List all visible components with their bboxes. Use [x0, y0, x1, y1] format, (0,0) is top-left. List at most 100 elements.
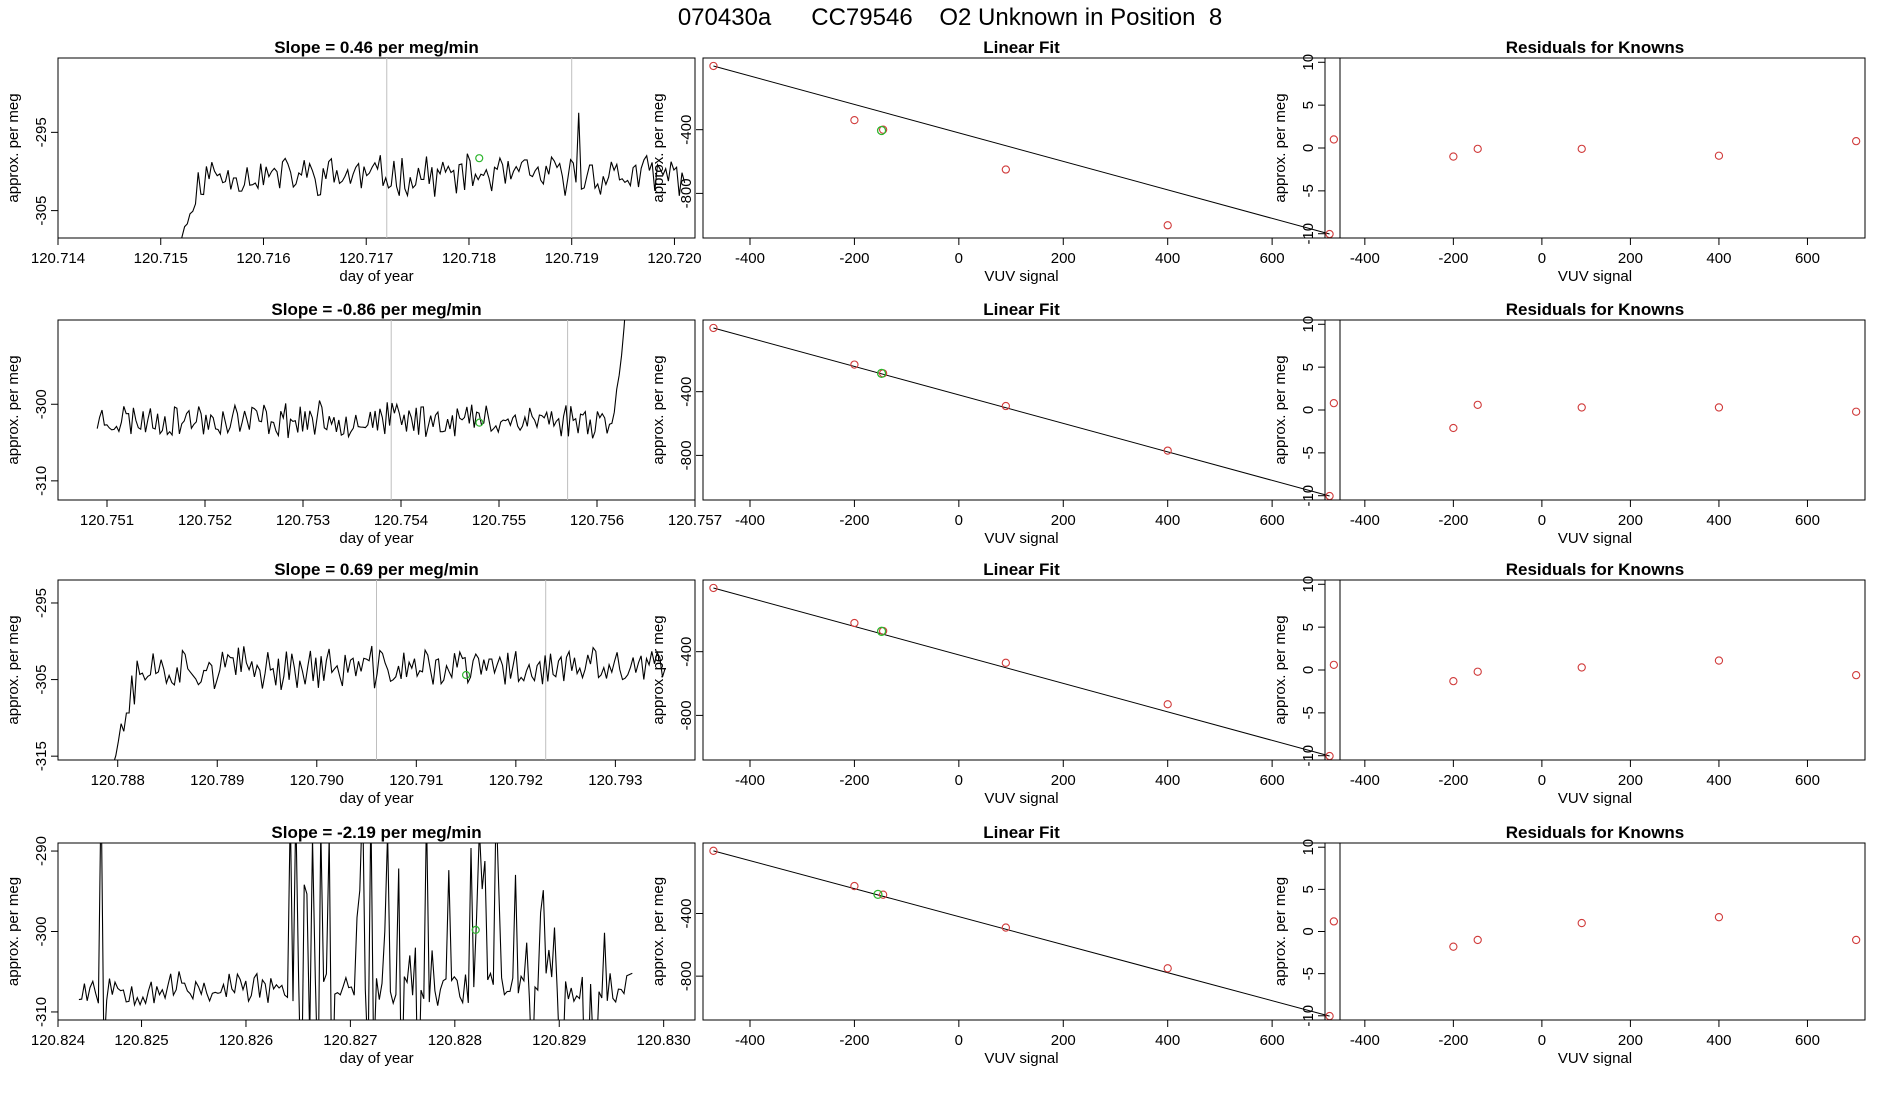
plot-area — [96, 320, 626, 500]
x-axis-label: day of year — [339, 530, 413, 547]
x-tick-label: 120.791 — [389, 772, 443, 789]
x-tick-label: 120.752 — [178, 512, 232, 529]
y-tick-label: -295 — [33, 588, 50, 618]
x-axis-label: VUV signal — [984, 530, 1058, 547]
residual-point — [1851, 935, 1861, 945]
panel-title: Slope = -0.86 per meg/min — [271, 300, 481, 319]
x-tick-label: -200 — [839, 512, 869, 529]
unknown-marker — [475, 154, 484, 163]
y-axis-label: approx. per meg — [5, 355, 22, 464]
plot-frame — [1324, 57, 1866, 239]
x-tick-label: 120.789 — [190, 772, 244, 789]
x-tick-label: 120.757 — [668, 512, 722, 529]
x-axis-label: VUV signal — [1558, 530, 1632, 547]
y-axis-label: approx. per meg — [650, 355, 667, 464]
panel-title: Slope = -2.19 per meg/min — [271, 823, 481, 842]
x-tick-label: -400 — [735, 250, 765, 267]
x-tick-label: -400 — [1350, 250, 1380, 267]
plot-frame — [57, 319, 696, 501]
x-tick-label: 120.717 — [339, 250, 393, 267]
x-tick-label: -200 — [1438, 772, 1468, 789]
x-tick-label: 0 — [1538, 512, 1546, 529]
known-point — [709, 61, 718, 71]
x-tick-label: 0 — [955, 512, 963, 529]
x-tick-label: 120.754 — [374, 512, 428, 529]
y-tick-label: -400 — [678, 637, 695, 667]
x-tick-label: 120.720 — [647, 250, 701, 267]
unknown-marker — [475, 418, 484, 427]
series-line — [96, 320, 626, 439]
x-axis-label: VUV signal — [1558, 268, 1632, 285]
panel-title: Residuals for Knowns — [1506, 823, 1685, 842]
y-tick-label: -800 — [678, 440, 695, 470]
known-point — [1163, 221, 1172, 230]
residual-point — [1449, 676, 1458, 686]
panel-title: Slope = 0.46 per meg/min — [274, 38, 479, 57]
y-tick-label: 10 — [1300, 576, 1317, 593]
panel-3-1: Slope = 0.69 per meg/min 120.788 120.789 12… — [5, 560, 696, 807]
panel-1-3: Residuals for Knowns -400 -200 0 200 400 600 VU… — [1272, 38, 1866, 285]
x-tick-label: 120.830 — [637, 1032, 691, 1049]
x-tick-label: 120.756 — [570, 512, 624, 529]
known-point — [709, 583, 718, 593]
x-tick-label: -200 — [1438, 512, 1468, 529]
y-tick-label: -295 — [33, 117, 50, 147]
x-axis-label: VUV signal — [984, 1050, 1058, 1067]
plot-frame — [1324, 579, 1866, 761]
panel-1-2: Linear Fit -400 -200 0 200 400 600 VUV signal -4… — [650, 38, 1341, 285]
residual-point — [1329, 135, 1339, 144]
residual-point — [1714, 151, 1724, 160]
x-tick-label: 120.788 — [91, 772, 145, 789]
panel-3-2: Linear Fit -400 -200 0 200 400 600 VUV signal -4… — [650, 560, 1341, 807]
x-tick-label: -400 — [1350, 512, 1380, 529]
x-tick-label: 200 — [1618, 250, 1643, 267]
x-tick-label: 120.715 — [134, 250, 188, 267]
x-tick-label: 120.716 — [236, 250, 290, 267]
x-tick-label: 600 — [1795, 772, 1820, 789]
x-tick-label: -400 — [735, 1032, 765, 1049]
x-tick-label: 120.825 — [114, 1032, 168, 1049]
y-tick-label: -800 — [678, 961, 695, 991]
residual-point — [1577, 663, 1586, 672]
residual-point — [1714, 913, 1724, 922]
x-tick-label: 200 — [1618, 512, 1643, 529]
x-tick-label: 400 — [1706, 250, 1731, 267]
y-tick-label: -10 — [1300, 223, 1317, 245]
plot-frame — [702, 842, 1341, 1021]
panel-title: Linear Fit — [983, 560, 1060, 579]
x-tick-label: 120.714 — [31, 250, 85, 267]
x-tick-label: 120.826 — [219, 1032, 273, 1049]
residual-point — [1329, 917, 1339, 926]
panel-4-1: Slope = -2.19 per meg/min 120.824 120.825 1… — [5, 823, 696, 1067]
plot-area — [1329, 398, 1861, 433]
plot-frame — [702, 579, 1341, 761]
x-tick-label: 600 — [1795, 1032, 1820, 1049]
x-tick-label: -200 — [1438, 1032, 1468, 1049]
x-tick-label: 120.751 — [80, 512, 134, 529]
known-point — [850, 115, 859, 125]
known-point — [709, 323, 718, 333]
x-tick-label: 0 — [955, 1032, 963, 1049]
y-tick-label: -10 — [1300, 745, 1317, 767]
plot-area — [1329, 913, 1861, 951]
plot-area — [709, 583, 1334, 760]
y-tick-label: -310 — [33, 466, 50, 496]
y-axis-label: approx. per meg — [1272, 877, 1289, 986]
figure-title: 070430a CC79546 O2 Unknown in Position 8 — [677, 4, 1223, 31]
plot-area — [1329, 135, 1861, 161]
y-tick-label: -5 — [1300, 706, 1317, 719]
x-tick-label: 200 — [1051, 772, 1076, 789]
known-point — [709, 846, 718, 855]
residual-point — [1473, 935, 1482, 945]
y-tick-label: 0 — [1300, 406, 1317, 414]
x-tick-label: 600 — [1260, 512, 1285, 529]
x-tick-label: 200 — [1051, 512, 1076, 529]
y-tick-label: 0 — [1300, 144, 1317, 152]
y-tick-label: 0 — [1300, 927, 1317, 935]
residual-point — [1473, 667, 1482, 676]
fit-line — [713, 65, 1330, 235]
x-tick-label: 0 — [955, 250, 963, 267]
x-tick-label: -200 — [1438, 250, 1468, 267]
unknown-point — [873, 889, 883, 900]
